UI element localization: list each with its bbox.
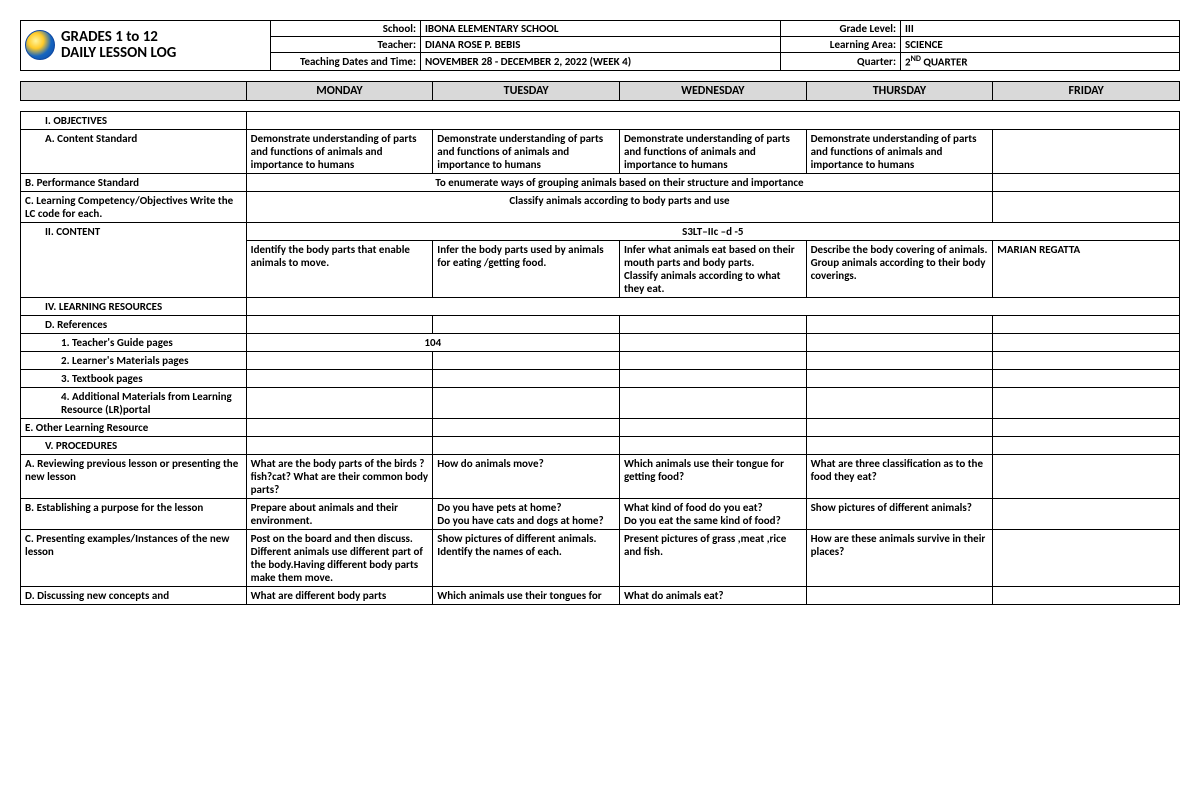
row-content-standard: A. Content Standard Demonstrate understa… — [21, 129, 1180, 173]
title-line-2: DAILY LESSON LOG — [61, 45, 176, 62]
pre-fri — [993, 529, 1180, 586]
pre-tue: Show pictures of different animals. Iden… — [433, 529, 620, 586]
lc-fri — [993, 191, 1180, 222]
rev-wed: Which animals use their tongue for getti… — [619, 454, 806, 498]
label-teachers-guide: 1. Teacher's Guide pages — [21, 333, 247, 351]
title-line-1: GRADES 1 to 12 — [61, 29, 176, 46]
day-header-wed: WEDNESDAY — [619, 81, 806, 100]
day-header-fri: FRIDAY — [993, 81, 1180, 100]
label-performance-standard: B. Performance Standard — [21, 173, 247, 191]
dis-tue: Which animals use their tongues for — [433, 586, 620, 604]
rev-thu: What are three classification as to the … — [806, 454, 993, 498]
row-references: D. References — [21, 315, 1180, 333]
pre-thu: How are these animals survive in their p… — [806, 529, 993, 586]
row-additional-materials: 4. Additional Materials from Learning Re… — [21, 387, 1180, 418]
label-learners-materials: 2. Learner's Materials pages — [21, 351, 247, 369]
label-teacher: Teacher: — [271, 37, 421, 53]
pre-mon: Post on the board and then discuss.Diffe… — [246, 529, 433, 586]
dis-wed: What do animals eat? — [619, 586, 806, 604]
value-dates: NOVEMBER 28 - DECEMBER 2, 2022 (WEEK 4) — [421, 53, 781, 71]
cell-objectives-span — [246, 111, 1179, 129]
value-area: SCIENCE — [901, 37, 1180, 53]
label-discussing: D. Discussing new concepts and — [21, 586, 247, 604]
row-discussing: D. Discussing new concepts and What are … — [21, 586, 1180, 604]
row-other-resource: E. Other Learning Resource — [21, 418, 1180, 436]
learning-competency-val: Classify animals according to body parts… — [246, 191, 993, 222]
value-school: IBONA ELEMENTARY SCHOOL — [421, 21, 781, 37]
header-table: GRADES 1 to 12 DAILY LESSON LOG School: … — [20, 20, 1180, 71]
dis-mon: What are different body parts — [246, 586, 433, 604]
label-school: School: — [271, 21, 421, 37]
row-procedures: V. PROCEDURES — [21, 436, 1180, 454]
day-header-thu: THURSDAY — [806, 81, 993, 100]
day-header-mon: MONDAY — [246, 81, 433, 100]
value-quarter: 2ND QUARTER — [901, 53, 1180, 71]
logo-title-cell: GRADES 1 to 12 DAILY LESSON LOG — [21, 21, 271, 71]
lr-span — [246, 297, 1179, 315]
value-teacher: DIANA ROSE P. BEBIS — [421, 37, 781, 53]
content-thu: Describe the body covering of animals.Gr… — [806, 240, 993, 297]
label-learning-resources: IV. LEARNING RESOURCES — [21, 297, 247, 315]
label-textbook: 3. Textbook pages — [21, 369, 247, 387]
day-header-table: MONDAY TUESDAY WEDNESDAY THURSDAY FRIDAY — [20, 81, 1180, 101]
dis-fri — [993, 586, 1180, 604]
label-grade: Grade Level: — [781, 21, 901, 37]
row-content-code: II. CONTENT S3LT–IIc –d -5 — [21, 222, 1180, 240]
label-other-resource: E. Other Learning Resource — [21, 418, 247, 436]
label-objectives: I. OBJECTIVES — [21, 111, 247, 129]
lesson-table: I. OBJECTIVES A. Content Standard Demons… — [20, 111, 1180, 605]
label-content: II. CONTENT — [21, 222, 247, 297]
rev-tue: How do animals move? — [433, 454, 620, 498]
row-teachers-guide: 1. Teacher's Guide pages 104 — [21, 333, 1180, 351]
content-fri: MARIAN REGATTA — [993, 240, 1180, 297]
label-additional-materials: 4. Additional Materials from Learning Re… — [21, 387, 247, 418]
row-establishing: B. Establishing a purpose for the lesson… — [21, 498, 1180, 529]
label-quarter: Quarter: — [781, 53, 901, 71]
label-area: Learning Area: — [781, 37, 901, 53]
day-header-blank — [21, 81, 247, 100]
label-presenting: C. Presenting examples/Instances of the … — [21, 529, 247, 586]
value-grade: III — [901, 21, 1180, 37]
teachers-guide-val: 104 — [246, 333, 619, 351]
cs-tue: Demonstrate understanding of parts and f… — [433, 129, 620, 173]
day-header-tue: TUESDAY — [433, 81, 620, 100]
row-textbook: 3. Textbook pages — [21, 369, 1180, 387]
row-learners-materials: 2. Learner's Materials pages — [21, 351, 1180, 369]
performance-standard-val: To enumerate ways of grouping animals ba… — [246, 173, 993, 191]
dis-thu — [806, 586, 993, 604]
ps-fri — [993, 173, 1180, 191]
cs-fri — [993, 129, 1180, 173]
content-wed: Infer what animals eat based on their mo… — [619, 240, 806, 297]
row-presenting: C. Presenting examples/Instances of the … — [21, 529, 1180, 586]
label-references: D. References — [21, 315, 247, 333]
label-dates: Teaching Dates and Time: — [271, 53, 421, 71]
row-reviewing: A. Reviewing previous lesson or presenti… — [21, 454, 1180, 498]
est-mon: Prepare about animals and their environm… — [246, 498, 433, 529]
est-tue: Do you have pets at home?Do you have cat… — [433, 498, 620, 529]
rev-mon: What are the body parts of the birds ?fi… — [246, 454, 433, 498]
content-code: S3LT–IIc –d -5 — [246, 222, 1179, 240]
row-objectives: I. OBJECTIVES — [21, 111, 1180, 129]
label-procedures: V. PROCEDURES — [21, 436, 247, 454]
label-learning-competency: C. Learning Competency/Objectives Write … — [21, 191, 247, 222]
label-content-standard: A. Content Standard — [21, 129, 247, 173]
label-establishing: B. Establishing a purpose for the lesson — [21, 498, 247, 529]
cs-mon: Demonstrate understanding of parts and f… — [246, 129, 433, 173]
est-fri — [993, 498, 1180, 529]
row-learning-competency: C. Learning Competency/Objectives Write … — [21, 191, 1180, 222]
row-performance-standard: B. Performance Standard To enumerate way… — [21, 173, 1180, 191]
est-thu: Show pictures of different animals? — [806, 498, 993, 529]
cs-wed: Demonstrate understanding of parts and f… — [619, 129, 806, 173]
deped-logo-icon — [25, 30, 55, 60]
cs-thu: Demonstrate understanding of parts and f… — [806, 129, 993, 173]
label-reviewing: A. Reviewing previous lesson or presenti… — [21, 454, 247, 498]
pre-wed: Present pictures of grass ,meat ,rice an… — [619, 529, 806, 586]
content-tue: Infer the body parts used by animals for… — [433, 240, 620, 297]
rev-fri — [993, 454, 1180, 498]
est-wed: What kind of food do you eat?Do you eat … — [619, 498, 806, 529]
content-mon: Identify the body parts that enable anim… — [246, 240, 433, 297]
row-learning-resources: IV. LEARNING RESOURCES — [21, 297, 1180, 315]
